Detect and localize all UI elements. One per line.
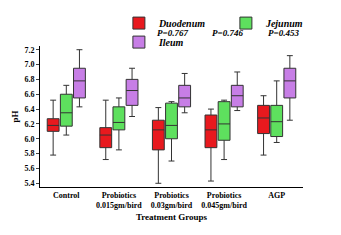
svg-text:6.0: 6.0: [24, 135, 34, 144]
svg-text:Treatment Groups: Treatment Groups: [136, 212, 208, 222]
svg-text:7.0: 7.0: [24, 60, 34, 69]
svg-text:6.4: 6.4: [24, 105, 34, 114]
svg-text:Control: Control: [53, 191, 80, 200]
svg-text:P=0.453: P=0.453: [268, 28, 299, 38]
svg-text:5.8: 5.8: [24, 149, 34, 158]
svg-text:6.6: 6.6: [24, 90, 34, 99]
svg-text:pH: pH: [10, 110, 20, 122]
svg-text:Jejunum: Jejunum: [265, 18, 303, 29]
svg-text:P=0.767: P=0.767: [157, 28, 188, 38]
svg-text:5.6: 5.6: [24, 164, 34, 173]
svg-text:6.2: 6.2: [24, 120, 34, 129]
svg-text:Probiotics0.015gm/bird: Probiotics0.015gm/bird: [96, 191, 142, 210]
svg-text:P=0.746: P=0.746: [212, 28, 243, 38]
svg-text:Ileum: Ileum: [158, 37, 184, 48]
svg-text:5.4: 5.4: [24, 179, 34, 188]
svg-text:Probiotics0.03gm/bird: Probiotics0.03gm/bird: [151, 191, 193, 210]
svg-text:6.8: 6.8: [24, 75, 34, 84]
svg-text:AGP: AGP: [268, 191, 285, 200]
svg-text:Probiotics0.045gm/bird: Probiotics0.045gm/bird: [201, 191, 247, 210]
svg-text:Duodenum: Duodenum: [158, 18, 205, 29]
svg-text:7.2: 7.2: [24, 46, 34, 55]
